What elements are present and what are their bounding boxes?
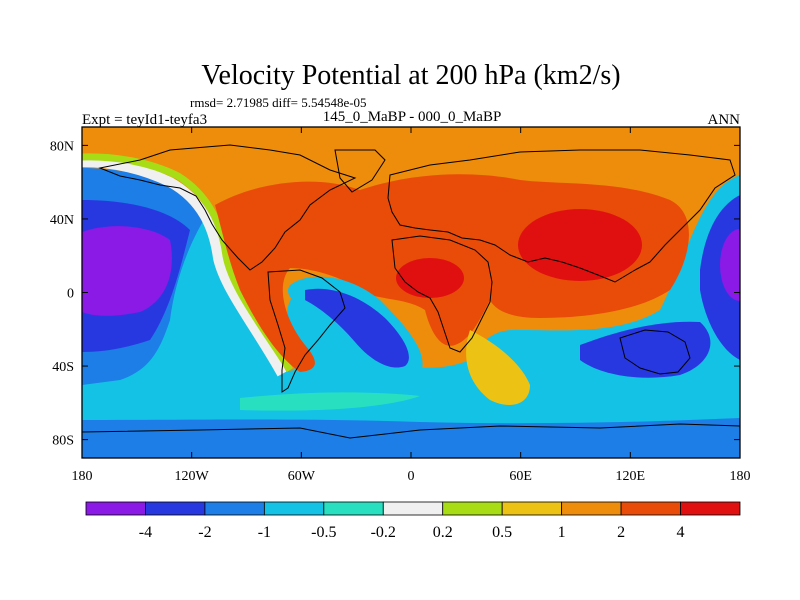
period-subtitle: 145_0_MaBP - 000_0_MaBP xyxy=(323,109,502,125)
contour-east-pacific-min xyxy=(82,226,172,316)
contour-west-pacific-core xyxy=(720,229,740,301)
y-tick-label: 80S xyxy=(52,434,74,449)
x-axis: 180 120W 60W 0 60E 120E 180 xyxy=(72,127,751,484)
contour-asia-max xyxy=(518,209,642,281)
coastline-antarctica xyxy=(82,423,740,439)
y-tick-label: 40N xyxy=(50,213,74,228)
colorbar-label: 1 xyxy=(558,524,566,541)
y-axis: 80N 40N 0 40S 80S xyxy=(50,139,740,449)
y-tick-label: 80N xyxy=(50,139,74,154)
colorbar-swatch xyxy=(145,501,206,516)
colorbar-swatch xyxy=(501,501,563,516)
contour-indian-tongue xyxy=(466,330,530,405)
colorbar-label: 4 xyxy=(677,524,685,541)
x-tick-label: 120W xyxy=(175,469,210,484)
contour-africa-max xyxy=(396,258,464,298)
colorbar-swatch xyxy=(263,501,325,516)
x-tick-label: 180 xyxy=(72,469,93,484)
coastline-australia xyxy=(619,329,691,375)
coastline-africa xyxy=(391,235,493,353)
colorbar-label: 2 xyxy=(617,524,625,541)
x-tick-label: 120E xyxy=(616,469,646,484)
colorbar-swatch xyxy=(204,501,265,516)
coastline-eurasia xyxy=(387,149,736,283)
y-tick-label: 0 xyxy=(67,287,74,302)
colorbar-swatch xyxy=(85,501,146,516)
colorbar-swatch xyxy=(680,501,741,516)
x-tick-label: 180 xyxy=(730,469,751,484)
colorbar-label: -0.2 xyxy=(371,524,396,541)
x-tick-label: 0 xyxy=(408,469,415,484)
contour-indian-negative xyxy=(580,321,711,378)
colorbar-label: 0.5 xyxy=(492,524,512,541)
y-tick-label: 40S xyxy=(52,360,74,375)
coastline-south-america xyxy=(267,269,346,393)
stats-line: rmsd= 2.71985 diff= 5.54548e-05 xyxy=(190,95,367,110)
colorbar: -4 -2 -1 -0.5 -0.2 0.2 0.5 1 2 4 xyxy=(85,501,741,541)
contour-southern-light xyxy=(240,392,420,411)
colorbar-swatch xyxy=(442,501,503,516)
chart-title: Velocity Potential at 200 hPa (km2/s) xyxy=(201,60,620,91)
coastlines xyxy=(82,144,740,439)
contour-white-band xyxy=(82,157,287,377)
coastline-greenland xyxy=(334,149,386,193)
contour-atlantic-blue xyxy=(305,288,409,368)
colorbar-swatch xyxy=(561,501,622,516)
contour-map xyxy=(82,127,740,458)
colorbar-label: -4 xyxy=(139,524,152,541)
coastline-north-america xyxy=(98,144,357,271)
season-subtitle: ANN xyxy=(708,112,741,128)
colorbar-label: -1 xyxy=(258,524,271,541)
colorbar-label: -0.5 xyxy=(311,524,336,541)
colorbar-swatch xyxy=(620,501,681,516)
colorbar-label: 0.2 xyxy=(433,524,453,541)
x-tick-label: 60W xyxy=(288,469,316,484)
colorbar-label: -2 xyxy=(198,524,211,541)
colorbar-swatch xyxy=(382,501,444,516)
x-tick-label: 60E xyxy=(509,469,532,484)
experiment-subtitle: Expt = teyId1-teyfa3 xyxy=(82,112,207,128)
colorbar-swatch xyxy=(323,501,384,516)
